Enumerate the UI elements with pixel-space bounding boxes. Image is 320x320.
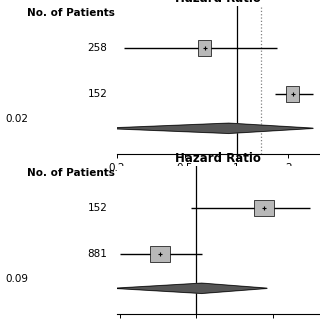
Bar <box>254 200 274 216</box>
Bar <box>150 245 170 262</box>
Text: 0.02: 0.02 <box>6 114 29 124</box>
Polygon shape <box>115 283 267 293</box>
Bar <box>198 39 211 56</box>
Text: 881: 881 <box>88 249 108 259</box>
Text: No. of Patients: No. of Patients <box>27 168 115 178</box>
Text: 0.09: 0.09 <box>6 274 29 284</box>
Title: Hazard Ratio: Hazard Ratio <box>175 0 261 5</box>
Polygon shape <box>105 123 313 133</box>
Text: 152: 152 <box>88 89 108 99</box>
Bar <box>286 85 299 102</box>
Text: 152: 152 <box>88 203 108 213</box>
Text: 258: 258 <box>88 43 108 53</box>
Title: Hazard Ratio: Hazard Ratio <box>175 152 261 165</box>
Text: No. of Patients: No. of Patients <box>27 8 115 18</box>
